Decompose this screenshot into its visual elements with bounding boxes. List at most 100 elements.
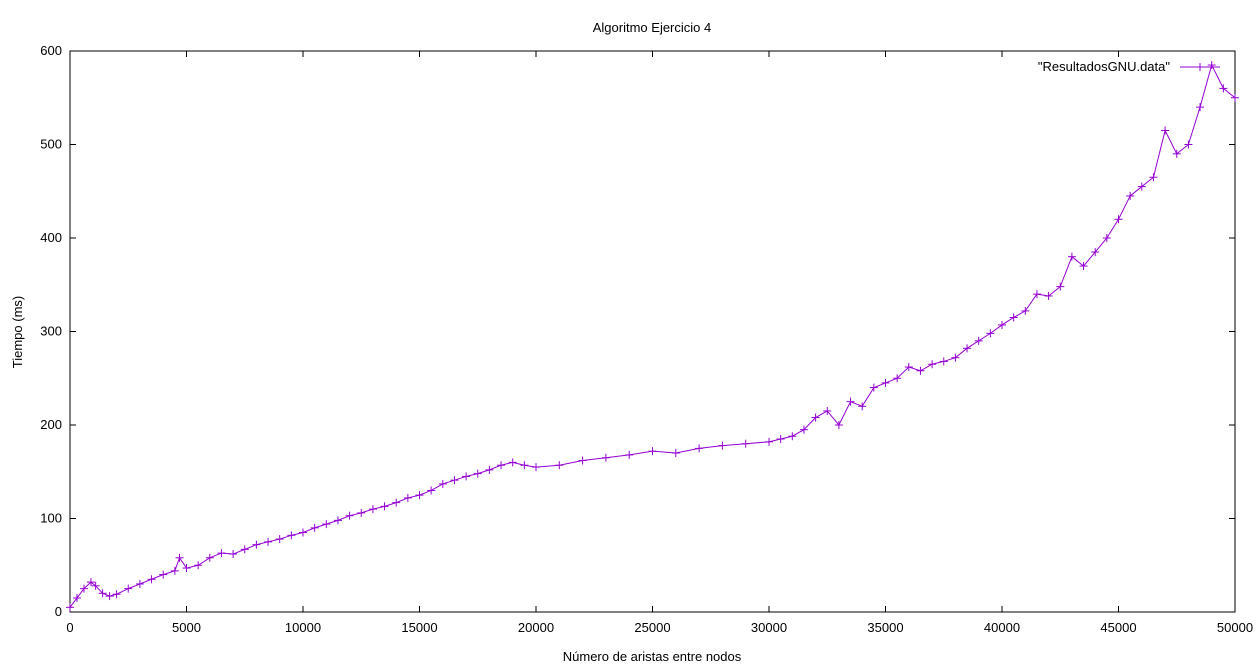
- data-point: [601, 453, 610, 462]
- data-point: [508, 458, 517, 467]
- data-point: [939, 357, 948, 366]
- x-tick-label: 5000: [172, 620, 201, 635]
- y-tick-label: 0: [55, 604, 62, 619]
- data-point: [91, 581, 100, 590]
- x-axis-title: Número de aristas entre nodos: [563, 649, 742, 664]
- y-tick-label: 500: [40, 137, 62, 152]
- data-point: [194, 561, 203, 570]
- data-point: [345, 511, 354, 520]
- data-point: [229, 550, 238, 559]
- data-point: [357, 508, 366, 517]
- data-point: [217, 549, 226, 558]
- data-point: [1137, 182, 1146, 191]
- data-point: [182, 564, 191, 573]
- data-point: [98, 589, 107, 598]
- data-point: [205, 553, 214, 562]
- data-point: [72, 593, 81, 602]
- y-tick-label: 600: [40, 43, 62, 58]
- data-point: [788, 432, 797, 441]
- x-tick-label: 25000: [634, 620, 670, 635]
- data-point: [974, 336, 983, 345]
- data-point: [322, 520, 331, 529]
- x-tick-label: 50000: [1217, 620, 1253, 635]
- data-point: [916, 366, 925, 375]
- x-tick-label: 45000: [1100, 620, 1136, 635]
- data-point: [159, 570, 168, 579]
- data-point: [1091, 248, 1100, 257]
- x-tick-label: 20000: [518, 620, 554, 635]
- data-point: [1219, 84, 1228, 93]
- data-point: [1231, 93, 1239, 102]
- data-point: [252, 540, 261, 549]
- series-layer: [66, 61, 1239, 612]
- data-point: [403, 493, 412, 502]
- plot-border: [69, 50, 1236, 613]
- data-point: [1021, 306, 1030, 315]
- data-point: [485, 465, 494, 474]
- data-point: [776, 435, 785, 444]
- data-point: [275, 535, 284, 544]
- data-point: [112, 590, 121, 599]
- data-point: [532, 463, 540, 472]
- data-point: [135, 579, 144, 588]
- data-point: [823, 406, 832, 415]
- data-point: [951, 353, 960, 362]
- data-point: [392, 498, 401, 507]
- x-tick-label: 0: [66, 620, 73, 635]
- data-point: [765, 437, 773, 446]
- data-point: [462, 472, 471, 481]
- data-point: [79, 584, 88, 593]
- y-tick-label: 300: [40, 324, 62, 339]
- legend: "ResultadosGNU.data": [1038, 59, 1220, 74]
- data-point: [893, 374, 902, 383]
- data-point: [846, 397, 855, 406]
- data-point: [450, 476, 459, 485]
- data-point: [1044, 291, 1053, 300]
- data-point: [415, 491, 424, 500]
- data-point: [1067, 252, 1076, 261]
- data-point: [427, 486, 436, 495]
- data-point: [66, 603, 74, 612]
- data-point: [473, 469, 482, 478]
- data-point: [799, 425, 808, 434]
- data-point: [555, 461, 564, 470]
- data-point: [1102, 234, 1111, 242]
- data-point: [380, 502, 389, 511]
- data-point: [1149, 173, 1158, 182]
- data-point: [1207, 61, 1216, 70]
- data-point: [333, 516, 342, 525]
- data-point: [904, 363, 913, 372]
- data-point: [497, 461, 506, 470]
- data-point: [881, 378, 890, 387]
- data-point: [1056, 282, 1065, 291]
- y-axis: 0 100 200 300 400 500 600: [40, 43, 1235, 619]
- data-point: [438, 479, 447, 488]
- data-point: [963, 344, 972, 353]
- data-point: [1172, 149, 1181, 158]
- data-point: [1032, 290, 1041, 299]
- data-point: [1161, 126, 1170, 135]
- data-point: [368, 505, 377, 514]
- data-point: [175, 553, 184, 562]
- data-point: [998, 320, 1006, 329]
- data-point: [695, 444, 704, 453]
- data-point: [741, 439, 750, 448]
- data-point: [240, 545, 249, 554]
- data-point: [1009, 313, 1018, 322]
- x-tick-label: 35000: [867, 620, 903, 635]
- data-point: [1126, 191, 1135, 200]
- data-point: [671, 449, 680, 458]
- data-point: [86, 578, 95, 587]
- x-tick-label: 30000: [751, 620, 787, 635]
- data-point: [718, 441, 727, 450]
- data-point: [264, 537, 273, 546]
- series-line: [69, 63, 1236, 608]
- data-point: [858, 402, 867, 411]
- data-point: [310, 523, 319, 532]
- data-point: [287, 531, 296, 540]
- legend-label: "ResultadosGNU.data": [1038, 59, 1170, 74]
- data-point: [147, 575, 156, 584]
- data-point: [1196, 103, 1205, 112]
- x-tick-label: 10000: [285, 620, 321, 635]
- data-point: [1079, 262, 1088, 271]
